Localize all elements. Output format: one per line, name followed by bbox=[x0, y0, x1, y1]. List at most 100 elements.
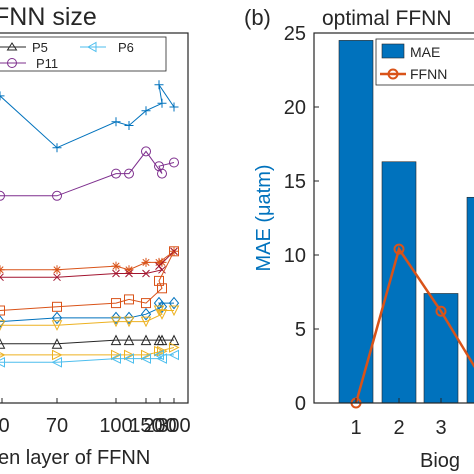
marker-diamond bbox=[156, 300, 168, 314]
panel-b-y-label: MAE (μatm) bbox=[253, 164, 275, 271]
marker-triangle-down bbox=[153, 305, 165, 317]
panel-b-x-ticks: 1 2 3 bbox=[350, 398, 447, 439]
series-line bbox=[0, 349, 179, 368]
panel-b-x-tick-label: 2 bbox=[393, 417, 404, 439]
marker-triangle-up bbox=[123, 334, 135, 346]
marker-triangle-up bbox=[153, 334, 165, 346]
panel-b-legend: MAE FFNN bbox=[375, 38, 474, 86]
marker-triangle-right bbox=[52, 349, 63, 361]
marker-circle bbox=[169, 157, 179, 168]
panel-b-axes-box bbox=[313, 32, 474, 404]
marker-triangle-left bbox=[110, 353, 121, 364]
series-line bbox=[0, 80, 179, 153]
panel-b-bars bbox=[338, 40, 474, 404]
marker-circle bbox=[141, 146, 151, 157]
marker-diamond bbox=[0, 315, 6, 328]
panel-b-x-tick-label: 3 bbox=[435, 417, 446, 439]
panel-b-y-tick-label: 0 bbox=[295, 393, 306, 415]
marker-plus bbox=[124, 121, 134, 130]
series-path bbox=[0, 84, 175, 149]
marker-x bbox=[155, 262, 163, 270]
panel-a-x-tick-label: 150 bbox=[129, 415, 162, 437]
marker-triangle-left bbox=[51, 356, 62, 368]
series-line bbox=[0, 146, 179, 201]
marker-plus bbox=[141, 106, 151, 116]
series-line bbox=[0, 246, 179, 275]
marker-circle bbox=[124, 168, 134, 179]
marker-x bbox=[0, 273, 4, 282]
legend-label-mae: MAE bbox=[410, 44, 440, 60]
marker-asterisk bbox=[154, 257, 164, 267]
marker-circle bbox=[111, 168, 121, 179]
marker-square bbox=[111, 298, 121, 309]
legend-circle-icon bbox=[7, 58, 17, 68]
marker-triangle-down bbox=[110, 316, 122, 328]
marker-triangle-right bbox=[157, 345, 168, 357]
marker-plus bbox=[169, 102, 179, 112]
marker-triangle-right bbox=[169, 342, 180, 353]
marker-diamond bbox=[140, 307, 152, 321]
series-path bbox=[0, 339, 174, 345]
marker-plus bbox=[157, 98, 167, 108]
panel-a-x-tick-label: 300 bbox=[157, 415, 190, 437]
panel-b-y-tick-label: 15 bbox=[284, 171, 306, 193]
panel-b-y-ticks: 0 5 10 15 20 25 bbox=[284, 23, 319, 415]
series-line bbox=[0, 342, 180, 361]
panel-b-y-tick-label: 25 bbox=[284, 23, 306, 45]
marker-square bbox=[157, 283, 167, 294]
series-path bbox=[0, 150, 175, 197]
marker-triangle-up bbox=[168, 334, 180, 346]
marker-triangle-right bbox=[111, 349, 122, 361]
marker-triangle-left bbox=[168, 349, 179, 361]
marker-plus bbox=[154, 80, 164, 90]
panel-a-series bbox=[0, 80, 180, 368]
panel-b-y-tick-label: 5 bbox=[295, 319, 306, 341]
marker-triangle-up bbox=[140, 334, 152, 346]
bar bbox=[466, 196, 474, 404]
marker-triangle-right bbox=[154, 345, 165, 357]
marker-triangle-left bbox=[0, 356, 5, 368]
ffnn-point bbox=[435, 305, 447, 317]
marker-circle bbox=[0, 190, 5, 201]
panel-a-x-label: en layer of FFNN bbox=[0, 447, 150, 469]
ffnn-line bbox=[354, 246, 474, 404]
marker-triangle-left bbox=[123, 353, 134, 364]
series-line bbox=[0, 296, 180, 328]
marker-triangle-right bbox=[141, 349, 152, 361]
legend-circle-icon bbox=[387, 68, 399, 80]
marker-circle bbox=[154, 161, 164, 172]
marker-triangle-up bbox=[51, 338, 63, 349]
panel-b-title: optimal FFNN bbox=[322, 7, 452, 30]
marker-diamond bbox=[168, 296, 180, 310]
panel-b: (b) optimal FFNN 0 5 10 15 20 25 1 2 3 MAE (μat… bbox=[244, 5, 474, 472]
marker-circle bbox=[157, 168, 167, 179]
marker-diamond bbox=[123, 311, 135, 325]
marker-plus bbox=[111, 117, 121, 127]
marker-triangle-left bbox=[156, 353, 167, 364]
ffnn-point bbox=[393, 243, 405, 255]
series-path bbox=[0, 302, 174, 323]
marker-plus bbox=[0, 91, 5, 101]
series-line bbox=[0, 247, 178, 282]
legend-triangle-up-icon bbox=[6, 42, 18, 51]
legend-label-p11: P11 bbox=[36, 56, 58, 71]
series-line bbox=[0, 334, 180, 349]
marker-diamond bbox=[110, 311, 122, 325]
series-path bbox=[0, 310, 174, 326]
legend-label-p6: P6 bbox=[118, 40, 134, 55]
legend-triangle-left-icon bbox=[86, 41, 97, 53]
marker-asterisk bbox=[0, 265, 5, 275]
marker-square bbox=[0, 305, 5, 316]
series-path bbox=[0, 354, 174, 363]
legend-bar-swatch bbox=[381, 43, 405, 59]
marker-x bbox=[53, 273, 61, 282]
marker-x bbox=[112, 269, 120, 278]
marker-x bbox=[142, 269, 150, 278]
panel-a-x-tick-label: 0 bbox=[0, 415, 10, 437]
panel-b-label: (b) bbox=[244, 5, 271, 30]
panel-a-axes-box bbox=[0, 32, 189, 404]
marker-square bbox=[141, 298, 151, 309]
panel-b-y-tick-label: 10 bbox=[284, 245, 306, 267]
marker-triangle-up bbox=[110, 334, 122, 346]
